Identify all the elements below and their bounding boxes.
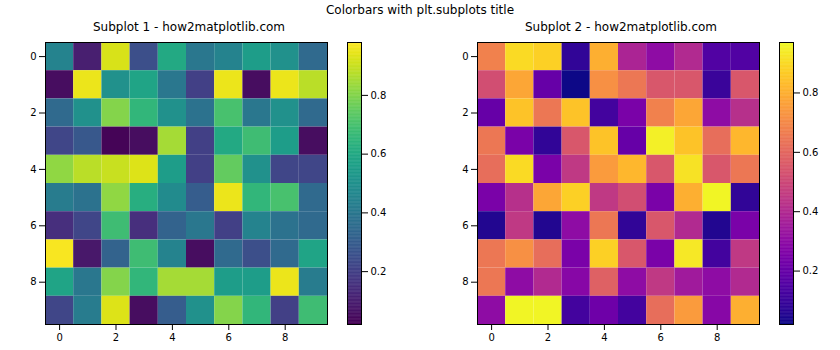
svg-text:2: 2 (462, 107, 468, 118)
svg-text:8: 8 (282, 332, 288, 343)
svg-text:0.4: 0.4 (371, 207, 387, 218)
svg-text:4: 4 (30, 164, 36, 175)
svg-text:2: 2 (113, 332, 119, 343)
svg-text:8: 8 (462, 276, 468, 287)
svg-text:4: 4 (601, 332, 607, 343)
svg-text:2: 2 (545, 332, 551, 343)
svg-text:4: 4 (462, 164, 468, 175)
svg-text:4: 4 (169, 332, 175, 343)
html-text:Colorbars with plt.subplots ti: Colorbars with plt.subplots title (326, 3, 514, 17)
svg-text:0.6: 0.6 (371, 148, 387, 159)
svg-text:6: 6 (462, 220, 468, 231)
svg-text:0.6: 0.6 (803, 147, 819, 158)
svg-text:6: 6 (658, 332, 664, 343)
html-text:Subplot 1 - how2matplotlib.com: Subplot 1 - how2matplotlib.com (92, 20, 286, 34)
svg-text:0: 0 (488, 332, 494, 343)
html-text:Subplot 2 - how2matplotlib.com: Subplot 2 - how2matplotlib.com (524, 20, 718, 34)
svg-text:6: 6 (30, 220, 36, 231)
svg-text:0.2: 0.2 (803, 265, 819, 276)
svg-text:0.4: 0.4 (803, 206, 819, 217)
svg-text:0.2: 0.2 (371, 266, 387, 277)
svg-text:0.8: 0.8 (803, 87, 819, 98)
svg-text:8: 8 (30, 276, 36, 287)
svg-text:0.8: 0.8 (371, 90, 387, 101)
svg-text:0: 0 (56, 332, 62, 343)
svg-text:2: 2 (30, 107, 36, 118)
svg-text:6: 6 (226, 332, 232, 343)
svg-text:8: 8 (714, 332, 720, 343)
svg-text:0: 0 (462, 51, 468, 62)
svg-text:0: 0 (30, 51, 36, 62)
